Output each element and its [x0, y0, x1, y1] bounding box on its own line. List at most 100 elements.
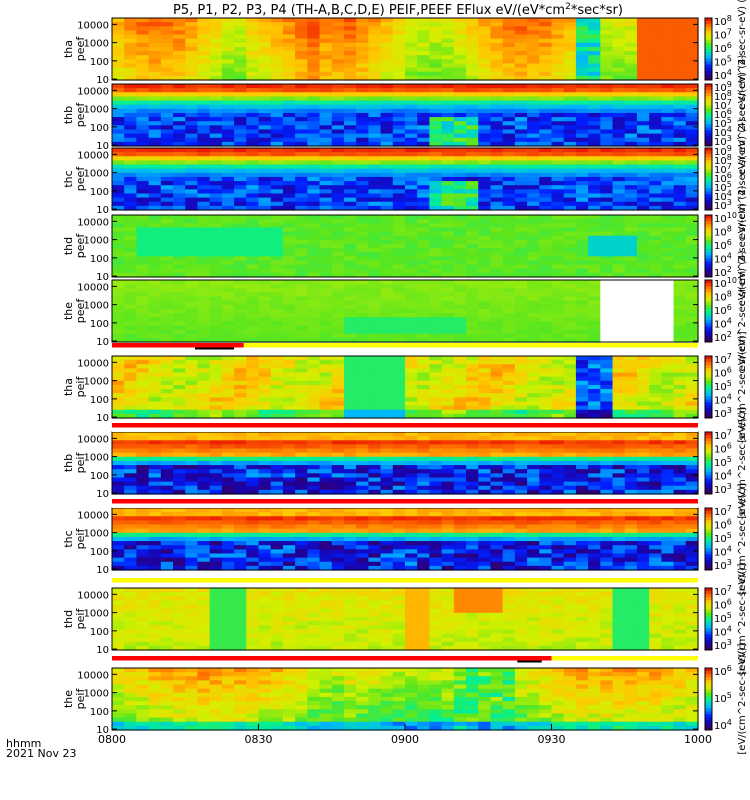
heatmap-cell — [331, 413, 345, 419]
heatmap-cell — [502, 125, 516, 131]
heatmap-cell — [319, 477, 333, 483]
heatmap-cell — [405, 26, 418, 31]
heatmap-cell — [527, 376, 540, 382]
heatmap-cell — [405, 489, 418, 495]
heatmap-cell — [600, 376, 614, 382]
heatmap-cell — [600, 193, 614, 199]
heatmap-cell — [160, 473, 174, 479]
colorbar-segment — [705, 215, 712, 219]
heatmap-cell — [380, 117, 394, 122]
heatmap-cell — [270, 384, 284, 390]
heatmap-cell — [258, 329, 272, 335]
heatmap-cell — [160, 325, 174, 331]
heatmap-cell — [343, 26, 357, 31]
heatmap-cell — [234, 368, 247, 374]
heatmap-cell — [356, 100, 369, 106]
heatmap-cell — [258, 46, 272, 52]
heatmap-cell — [234, 189, 247, 195]
heatmap-cell — [685, 405, 699, 411]
heatmap-cell — [502, 268, 516, 274]
heatmap-cell — [417, 376, 431, 382]
heatmap-cell — [185, 248, 199, 253]
colorbar-segment — [705, 87, 712, 91]
heatmap-cell — [527, 231, 540, 237]
heatmap-cell — [258, 372, 272, 378]
heatmap-cell — [270, 313, 284, 318]
heatmap-cell — [209, 112, 223, 118]
heatmap-cell — [527, 30, 540, 36]
heatmap-cell — [636, 325, 650, 331]
heatmap-cell — [466, 67, 479, 73]
heatmap-cell — [270, 321, 284, 327]
heatmap-cell — [343, 129, 357, 135]
heatmap-cell — [112, 59, 125, 65]
colorbar-tick-label: 108 — [714, 89, 732, 103]
heatmap-cell — [319, 436, 333, 441]
heatmap-cell — [368, 300, 382, 306]
heatmap-cell — [124, 368, 138, 374]
colorbar-segment — [705, 399, 712, 403]
heatmap-cell — [636, 164, 650, 170]
heatmap-cell — [588, 100, 601, 106]
heatmap-cell — [478, 393, 492, 398]
heatmap-cell — [514, 368, 528, 374]
heatmap-cell — [282, 201, 296, 207]
heatmap-cell — [563, 325, 577, 331]
heatmap-cell — [636, 215, 650, 220]
heatmap-cell — [246, 38, 260, 44]
heatmap-cell — [392, 164, 406, 170]
heatmap-cell — [539, 243, 553, 249]
heatmap-cell — [246, 117, 260, 122]
heatmap-cell — [624, 26, 638, 31]
heatmap-cell — [343, 469, 357, 474]
panel-label-probe: tha — [62, 40, 75, 58]
heatmap-cell — [197, 413, 211, 419]
heatmap-cell — [600, 296, 614, 302]
heatmap-cell — [282, 104, 296, 110]
heatmap-cell — [490, 63, 504, 69]
heatmap-cell — [307, 227, 321, 233]
heatmap-cell — [368, 34, 382, 40]
heatmap-cell — [527, 308, 540, 314]
heatmap-cell — [502, 121, 516, 126]
heatmap-cell — [258, 227, 272, 233]
heatmap-cell — [270, 197, 284, 203]
heatmap-cell — [270, 364, 284, 369]
heatmap-cell — [588, 96, 601, 102]
heatmap-cell — [661, 129, 675, 135]
heatmap-cell — [563, 168, 577, 174]
heatmap-cell — [466, 292, 479, 298]
heatmap-cell — [356, 148, 369, 153]
heatmap-cell — [319, 219, 333, 224]
heatmap-cell — [673, 219, 687, 224]
heatmap-cell — [209, 393, 223, 398]
heatmap-cell — [649, 51, 662, 56]
heatmap-cell — [673, 141, 687, 147]
heatmap-cell — [673, 197, 687, 203]
heatmap-cell — [221, 393, 235, 398]
heatmap-cell — [258, 452, 272, 458]
colorbar-segment — [705, 96, 712, 100]
colorbar-segment — [705, 402, 712, 407]
heatmap-cell — [282, 152, 296, 157]
heatmap-cell — [282, 137, 296, 143]
heatmap-cell — [160, 380, 174, 386]
heatmap-cell — [234, 152, 247, 157]
heatmap-cell — [685, 63, 699, 69]
heatmap-cell — [600, 389, 614, 394]
heatmap-cell — [356, 248, 369, 253]
heatmap-cell — [636, 360, 650, 365]
heatmap-cell — [551, 235, 565, 241]
heatmap-cell — [356, 380, 369, 386]
heatmap-cell — [173, 100, 186, 106]
colorbar-tick-label: 108 — [714, 290, 732, 304]
heatmap-cell — [124, 193, 138, 199]
heatmap-cell — [124, 280, 138, 285]
heatmap-cell — [685, 248, 699, 253]
heatmap-cell — [685, 201, 699, 207]
heatmap-cell — [295, 456, 308, 462]
heatmap-cell — [612, 231, 626, 237]
heatmap-cell — [282, 51, 296, 56]
heatmap-cell — [209, 465, 223, 470]
heatmap-cell — [234, 384, 247, 390]
